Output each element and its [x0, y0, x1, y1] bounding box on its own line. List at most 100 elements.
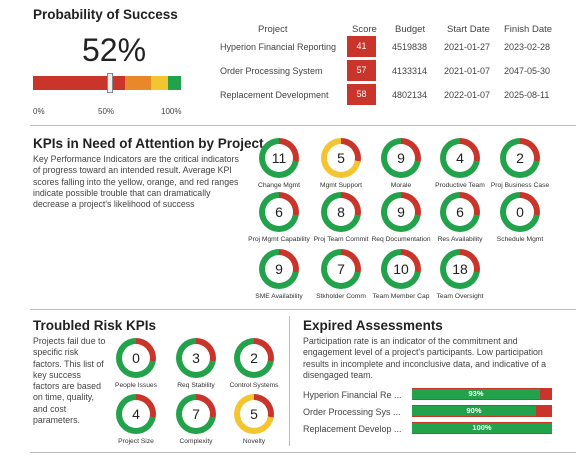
table-row-2-budget: 4802134 — [392, 90, 428, 100]
table-header-score: Score — [352, 24, 377, 35]
kpi-value-11: 7 — [327, 255, 355, 283]
kpi-donut-5[interactable]: 6 — [259, 192, 299, 232]
troubled-label-4: Complexity — [179, 438, 213, 445]
table-row-1-start: 2021-01-07 — [444, 66, 491, 76]
table-row-2-score: 58 — [347, 84, 376, 105]
kpi-donut-9[interactable]: 0 — [500, 192, 540, 232]
expired-row-2-percent: 100% — [472, 423, 492, 432]
kpi-value-1: 5 — [327, 144, 355, 172]
kpi-label-2: Morale — [390, 182, 412, 189]
kpi-donut-1[interactable]: 5 — [321, 138, 361, 178]
expired-row-2-name[interactable]: Replacement Develop ... — [303, 424, 402, 434]
kpi-donut-8[interactable]: 6 — [440, 192, 480, 232]
column-divider — [289, 316, 290, 446]
kpi-donut-12[interactable]: 10 — [381, 249, 421, 289]
table-row-2-finish: 2025-08-11 — [504, 90, 550, 100]
troubled-label-0: People Issues — [114, 382, 157, 389]
kpi-value-7: 9 — [387, 198, 415, 226]
table-header-start-date: Start Date — [447, 24, 490, 35]
table-row-1-score: 57 — [347, 60, 376, 81]
gauge-orange-segment — [125, 76, 151, 90]
troubled-donut-4[interactable]: 7 — [176, 394, 216, 434]
kpi-label-7: Req Documentation — [371, 236, 431, 243]
kpi-value-10: 9 — [265, 255, 293, 283]
kpi-label-4: Proj Business Case — [490, 182, 550, 189]
kpi-label-6: Proj Team Commit — [313, 236, 369, 243]
kpis-title: KPIs in Need of Attention by Project — [33, 136, 264, 151]
kpi-label-1: Mgmt Support — [320, 182, 362, 189]
scale-label-0: 0% — [33, 107, 45, 116]
kpi-label-11: Stkholder Comm — [316, 293, 366, 300]
kpi-value-4: 2 — [506, 144, 534, 172]
kpi-donut-0[interactable]: 11 — [259, 138, 299, 178]
section-divider — [30, 452, 576, 453]
expired-description: Participation rate is an indicator of th… — [303, 336, 547, 380]
kpi-label-12: Team Member Cap — [372, 293, 430, 300]
table-row-0-finish: 2023-02-28 — [504, 42, 551, 52]
troubled-description: Projects fail due to specific risk facto… — [33, 336, 106, 426]
kpi-donut-6[interactable]: 8 — [321, 192, 361, 232]
gauge-green-segment — [168, 76, 181, 90]
troubled-value-3: 4 — [122, 400, 150, 428]
expired-row-0-name[interactable]: Hyperion Financial Re ... — [303, 390, 402, 400]
troubled-value-2: 2 — [240, 344, 268, 372]
troubled-donut-5[interactable]: 5 — [234, 394, 274, 434]
table-row-0-score: 41 — [347, 36, 376, 57]
troubled-label-3: Project Size — [118, 438, 154, 445]
probability-gauge — [33, 73, 181, 93]
kpi-value-3: 4 — [446, 144, 474, 172]
gauge-pointer — [106, 73, 113, 93]
table-row-1-project[interactable]: Order Processing System — [220, 66, 323, 76]
kpi-label-3: Productive Team — [435, 182, 485, 189]
kpi-donut-13[interactable]: 18 — [440, 249, 480, 289]
kpi-donut-3[interactable]: 4 — [440, 138, 480, 178]
expired-row-0-bar: 93% — [412, 388, 552, 400]
kpi-label-0: Change Mgmt — [257, 182, 300, 189]
gauge-red-segment — [33, 76, 125, 90]
troubled-title: Troubled Risk KPIs — [33, 318, 157, 333]
kpis-description: Key Performance Indicators are the criti… — [33, 154, 239, 210]
kpi-donut-4[interactable]: 2 — [500, 138, 540, 178]
kpi-donut-10[interactable]: 9 — [259, 249, 299, 289]
probability-title: Probability of Success — [33, 7, 178, 22]
kpi-label-13: Team Oversight — [436, 293, 484, 300]
table-header-budget: Budget — [395, 24, 426, 35]
troubled-donut-3[interactable]: 4 — [116, 394, 156, 434]
kpi-value-6: 8 — [327, 198, 355, 226]
table-row-1-finish: 2047-05-30 — [504, 66, 551, 76]
troubled-value-0: 0 — [122, 344, 150, 372]
troubled-label-2: Control Systems — [229, 382, 279, 389]
kpi-label-10: SME Availability — [255, 293, 303, 300]
kpi-value-12: 10 — [387, 255, 415, 283]
kpi-value-8: 6 — [446, 198, 474, 226]
table-row-1-budget: 4133314 — [392, 66, 428, 76]
table-row-0-budget: 4519838 — [392, 42, 428, 52]
troubled-value-4: 7 — [182, 400, 210, 428]
kpi-label-8: Res Availability — [437, 236, 483, 243]
expired-row-0-fill: 93% — [412, 389, 540, 399]
expired-row-1-bar: 90% — [412, 405, 552, 417]
table-header-project: Project — [258, 24, 288, 35]
kpi-value-13: 18 — [446, 255, 474, 283]
table-row-0-start: 2021-01-27 — [444, 42, 491, 52]
kpi-donut-11[interactable]: 7 — [321, 249, 361, 289]
kpi-donut-2[interactable]: 9 — [381, 138, 421, 178]
troubled-donut-2[interactable]: 2 — [234, 338, 274, 378]
troubled-label-1: Req Stability — [177, 382, 215, 389]
table-row-0-project[interactable]: Hyperion Financial Reporting — [220, 42, 337, 52]
expired-row-2-bar: 100% — [412, 422, 552, 434]
expired-row-1-name[interactable]: Order Processing Sys ... — [303, 407, 401, 417]
table-header-finish-date: Finish Date — [504, 24, 553, 35]
kpi-value-9: 0 — [506, 198, 534, 226]
kpi-value-0: 11 — [265, 144, 293, 172]
troubled-donut-1[interactable]: 3 — [176, 338, 216, 378]
table-row-2-project[interactable]: Replacement Development — [220, 90, 329, 100]
expired-row-0-percent: 93% — [468, 389, 484, 398]
section-divider — [30, 309, 576, 310]
troubled-value-5: 5 — [240, 400, 268, 428]
scale-label-100: 100% — [161, 107, 182, 116]
troubled-label-5: Novelty — [242, 438, 266, 445]
troubled-donut-0[interactable]: 0 — [116, 338, 156, 378]
gauge-yellow-segment — [151, 76, 168, 90]
kpi-donut-7[interactable]: 9 — [381, 192, 421, 232]
